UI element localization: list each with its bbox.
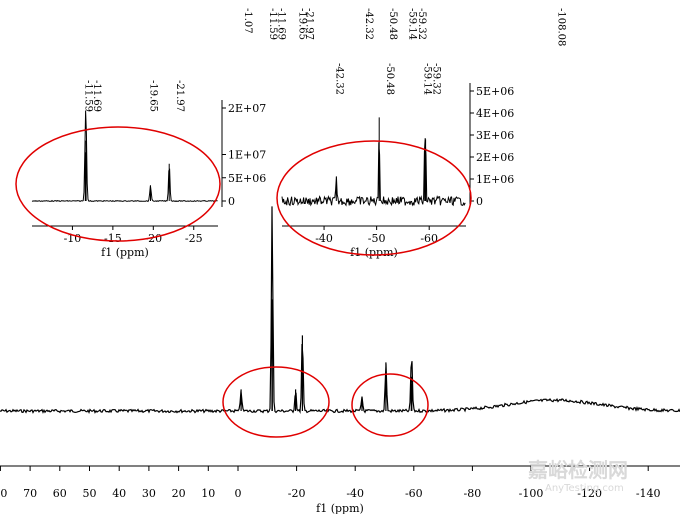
main-peak-label: -59.14 bbox=[406, 8, 417, 40]
inset-right-x-tick-label: -60 bbox=[420, 232, 438, 245]
inset-left-spectrum: -10 -15 -20 -25 f1 (ppm) 0 5E+06 1E+07 2E+07 -11.… bbox=[15, 80, 266, 259]
inset-left-y-tick-label: 1E+07 bbox=[228, 149, 266, 162]
main-peak-label: -1.07 bbox=[242, 8, 253, 34]
main-peak-label: -11.59 bbox=[267, 8, 278, 40]
main-x-tick-label: 40 bbox=[112, 487, 126, 500]
inset-left-peak-label: -19.65 bbox=[148, 80, 159, 112]
inset-right-peak-label: -59.14 bbox=[422, 63, 433, 95]
inset-right-x-axis-title: f1 (ppm) bbox=[350, 246, 398, 259]
inset-left-peak-label: -21.97 bbox=[174, 80, 185, 112]
main-spectrum-trace bbox=[0, 206, 680, 415]
main-peak-label: -108.08 bbox=[556, 8, 567, 46]
inset-right-y-tick-label: 1E+06 bbox=[476, 173, 514, 186]
inset-left-peak-label: -11.59 bbox=[82, 80, 93, 112]
inset-right-x-tick-label: -40 bbox=[315, 232, 333, 245]
inset-right-y-tick-label: 3E+06 bbox=[476, 129, 514, 142]
main-x-tick-label: 80 bbox=[0, 487, 7, 500]
inset-right-y-tick-label: 2E+06 bbox=[476, 151, 514, 164]
main-peak-label: -59.32 bbox=[416, 8, 427, 40]
main-x-tick-label: -100 bbox=[519, 487, 544, 500]
watermark-main: 嘉峪检测网 bbox=[527, 458, 628, 482]
inset-right-peak-label: -59.32 bbox=[431, 63, 442, 95]
main-x-tick-label: 20 bbox=[172, 487, 186, 500]
main-x-axis-title: f1 (ppm) bbox=[316, 502, 364, 514]
inset-right-y-tick-label: 0 bbox=[476, 195, 483, 208]
inset-left-x-tick-label: -25 bbox=[185, 232, 203, 245]
inset-left-y-tick-label: 2E+07 bbox=[228, 102, 266, 115]
main-peak-label: -21.97 bbox=[303, 8, 314, 40]
main-peak-label: -19.65 bbox=[297, 8, 308, 40]
main-x-tick-label: -80 bbox=[464, 487, 482, 500]
main-highlight-ellipse-left bbox=[222, 366, 330, 438]
inset-left-x-tick-label: -10 bbox=[64, 232, 82, 245]
inset-left-x-axis-title: f1 (ppm) bbox=[101, 246, 149, 259]
main-x-tick-label: -20 bbox=[288, 487, 306, 500]
main-x-tick-label: 60 bbox=[53, 487, 67, 500]
main-x-tick-label: 10 bbox=[201, 487, 215, 500]
inset-right-peak-label: -50.48 bbox=[384, 63, 395, 95]
inset-left-y-tick-label: 0 bbox=[228, 195, 235, 208]
main-x-tick-label: 0 bbox=[235, 487, 242, 500]
inset-right-spectrum: -40 -50 -60 f1 (ppm) 0 1E+06 2E+06 3E+06 4E+06 5E… bbox=[276, 63, 514, 259]
inset-right-y-tick-label: 4E+06 bbox=[476, 107, 514, 120]
main-x-tick-label: -60 bbox=[405, 487, 423, 500]
watermark-sub: AnyTesting.com bbox=[545, 483, 624, 494]
main-peak-label: -50.48 bbox=[387, 8, 398, 40]
main-highlight-ellipse-right bbox=[351, 373, 429, 437]
inset-right-y-tick-label: 5E+06 bbox=[476, 85, 514, 98]
main-x-tick-label: 30 bbox=[142, 487, 156, 500]
main-x-tick-label: -140 bbox=[636, 487, 661, 500]
main-spectrum: 80706050403020100-20-40-60-80-100-120-14… bbox=[0, 8, 680, 514]
inset-right-spectrum-trace bbox=[281, 117, 466, 207]
main-x-tick-label: -40 bbox=[346, 487, 364, 500]
inset-left-highlight-ellipse bbox=[15, 126, 221, 242]
inset-left-spectrum-trace bbox=[31, 110, 218, 203]
main-peak-label: -42.32 bbox=[363, 8, 374, 40]
inset-right-peak-label: -42.32 bbox=[333, 63, 344, 95]
main-peak-label: -11.69 bbox=[275, 8, 286, 40]
main-x-tick-label: 50 bbox=[83, 487, 97, 500]
inset-right-x-tick-label: -50 bbox=[368, 232, 386, 245]
main-x-tick-label: -120 bbox=[577, 487, 602, 500]
inset-left-x-tick-label: -15 bbox=[104, 232, 122, 245]
watermark: 嘉峪检测网 AnyTesting.com bbox=[527, 458, 628, 494]
main-x-tick-label: 70 bbox=[23, 487, 37, 500]
inset-right-highlight-ellipse bbox=[276, 140, 472, 256]
inset-left-y-tick-label: 5E+06 bbox=[228, 172, 266, 185]
inset-left-x-tick-label: -20 bbox=[144, 232, 162, 245]
inset-left-peak-label: -11.69 bbox=[91, 80, 102, 112]
